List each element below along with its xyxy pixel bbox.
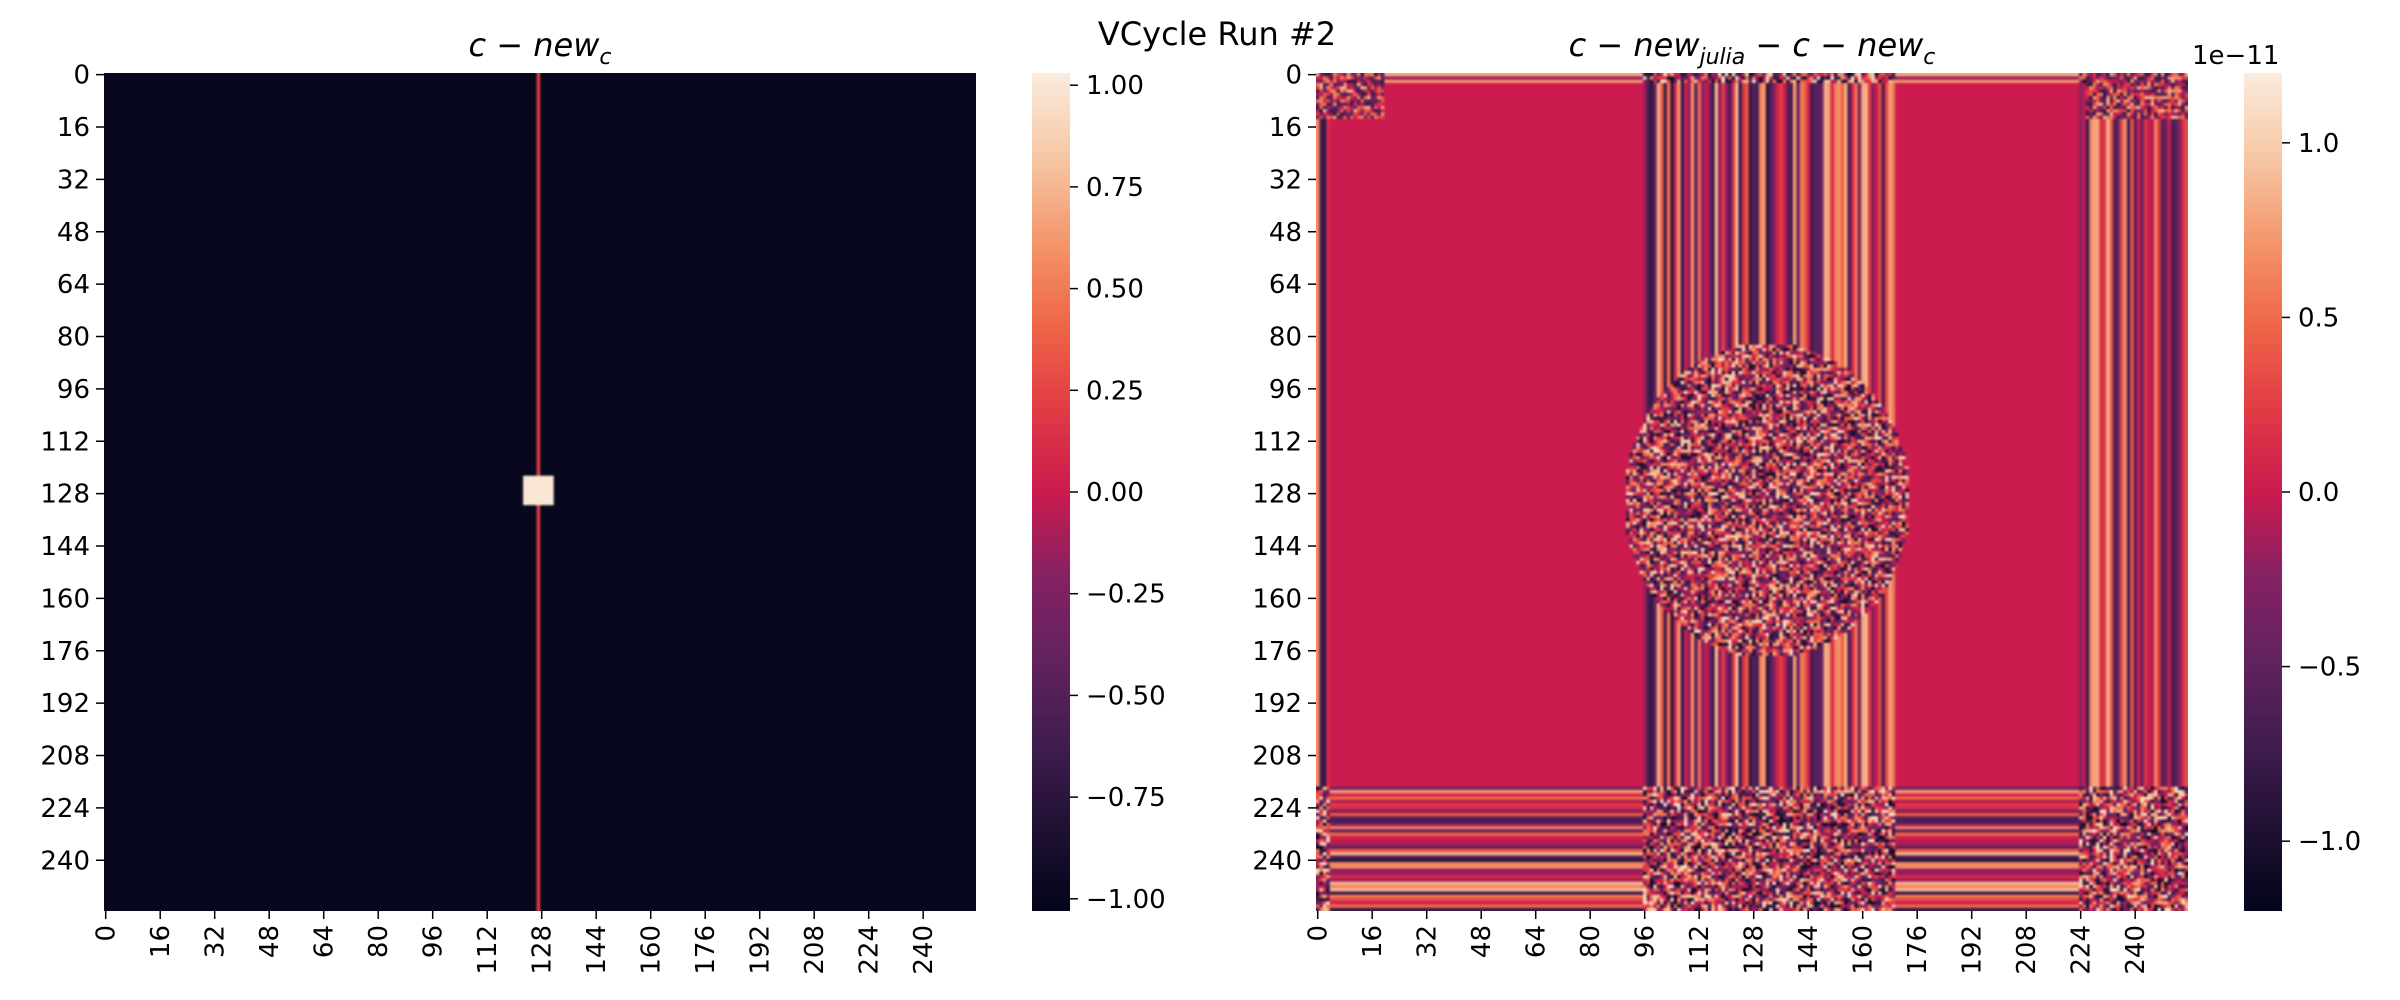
- y-tick-label: 128: [1252, 480, 1302, 510]
- colorbar-tick-label: 0.5: [2298, 303, 2339, 333]
- y-tick-label: 0: [1285, 61, 1302, 91]
- x-tick-label: 96: [1631, 925, 1661, 958]
- colorbar-left: [1032, 73, 1070, 911]
- y-tick-label: 80: [57, 323, 90, 353]
- colorbar-tick-label: 0.75: [1086, 173, 1144, 203]
- y-tick-label: 224: [40, 794, 90, 824]
- x-tick-label: 0: [1304, 925, 1334, 942]
- heatmap-left-title: c − newc: [469, 26, 612, 70]
- x-tick-label: 176: [1903, 925, 1933, 975]
- colorbar-tick-label: 0.25: [1086, 376, 1144, 406]
- x-tick-label: 112: [473, 925, 503, 975]
- colorbar-right-offset-label: 1e−11: [2192, 41, 2279, 71]
- y-tick-label: 192: [40, 689, 90, 719]
- heatmap-left-ticks: 0 0 16 16 32 32 48 48 64 64 80 80 96 96 112 112 128 128 14…: [40, 61, 939, 975]
- y-tick-label: 16: [1269, 113, 1302, 143]
- x-tick-label: 64: [310, 925, 340, 958]
- x-tick-label: 240: [2121, 925, 2151, 975]
- colorbar-tick-label: −0.75: [1086, 783, 1166, 813]
- y-tick-label: 160: [40, 584, 90, 614]
- colorbar-tick-label: −1.00: [1086, 885, 1166, 915]
- x-tick-label: 96: [419, 925, 449, 958]
- x-tick-label: 0: [92, 925, 122, 942]
- heatmap-left-cells: [104, 73, 976, 911]
- x-tick-label: 192: [1958, 925, 1988, 975]
- y-tick-label: 32: [57, 165, 90, 195]
- x-tick-label: 176: [691, 925, 721, 975]
- x-tick-label: 48: [255, 925, 285, 958]
- y-tick-label: 208: [40, 742, 90, 772]
- x-tick-label: 64: [1522, 925, 1552, 958]
- x-tick-label: 240: [909, 925, 939, 975]
- y-tick-label: 96: [57, 375, 90, 405]
- colorbar-tick-label: −0.5: [2298, 653, 2361, 683]
- x-tick-label: 160: [637, 925, 667, 975]
- x-tick-label: 160: [1849, 925, 1879, 975]
- x-tick-label: 80: [364, 925, 394, 958]
- x-tick-label: 48: [1467, 925, 1497, 958]
- x-tick-label: 128: [528, 925, 558, 975]
- y-tick-label: 64: [1269, 270, 1302, 300]
- y-tick-label: 0: [73, 61, 90, 91]
- y-tick-label: 240: [1252, 846, 1302, 876]
- y-tick-label: 160: [1252, 584, 1302, 614]
- heatmap-right: c − newjulia − c − newc 0 0 16 16 32 32 48 48 64…: [1252, 26, 2361, 975]
- x-tick-label: 224: [855, 925, 885, 975]
- x-tick-label: 16: [146, 925, 176, 958]
- colorbar-tick-label: 0.00: [1086, 478, 1144, 508]
- colorbar-tick-label: −0.50: [1086, 681, 1166, 711]
- y-tick-label: 112: [40, 427, 90, 457]
- colorbar-right: [2244, 73, 2282, 911]
- figure-suptitle: VCycle Run #2: [1098, 15, 1336, 53]
- y-tick-label: 128: [40, 480, 90, 510]
- y-tick-label: 112: [1252, 427, 1302, 457]
- x-tick-label: 80: [1576, 925, 1606, 958]
- y-tick-label: 96: [1269, 375, 1302, 405]
- colorbar-right-ticks: −1.0 −0.5 0.0 0.5 1.0: [2282, 129, 2361, 857]
- y-tick-label: 64: [57, 270, 90, 300]
- heatmap-left: c − newc 0 0 16 16 32 32 48 48 64 64 80 80 96 96 112 11…: [40, 26, 1165, 975]
- y-tick-label: 80: [1269, 323, 1302, 353]
- heatmap-right-ticks: 0 0 16 16 32 32 48 48 64 64 80 80 96 96 112 112 128 128 14…: [1252, 61, 2151, 975]
- y-tick-label: 32: [1269, 165, 1302, 195]
- y-tick-label: 144: [1252, 532, 1302, 562]
- y-tick-label: 208: [1252, 742, 1302, 772]
- x-tick-label: 128: [1740, 925, 1770, 975]
- y-tick-label: 48: [57, 218, 90, 248]
- colorbar-tick-label: −0.25: [1086, 580, 1166, 610]
- x-tick-label: 32: [1413, 925, 1443, 958]
- x-tick-label: 208: [2012, 925, 2042, 975]
- y-tick-label: 224: [1252, 794, 1302, 824]
- y-tick-label: 176: [1252, 637, 1302, 667]
- colorbar-tick-label: 1.0: [2298, 129, 2339, 159]
- colorbar-tick-label: 1.00: [1086, 71, 1144, 101]
- x-tick-label: 112: [1685, 925, 1715, 975]
- x-tick-label: 192: [746, 925, 776, 975]
- x-tick-label: 224: [2067, 925, 2097, 975]
- y-tick-label: 176: [40, 637, 90, 667]
- x-tick-label: 32: [201, 925, 231, 958]
- heatmap-right-cells: [1316, 73, 2188, 911]
- y-tick-label: 16: [57, 113, 90, 143]
- heatmap-right-title: c − newjulia − c − newc: [1569, 26, 1936, 70]
- x-tick-label: 16: [1358, 925, 1388, 958]
- x-tick-label: 144: [582, 925, 612, 975]
- colorbar-left-ticks: −1.00 −0.75 −0.50 −0.25 0.00 0.25 0.50 0.75 1.00: [1070, 71, 1166, 915]
- colorbar-tick-label: 0.50: [1086, 275, 1144, 305]
- y-tick-label: 192: [1252, 689, 1302, 719]
- colorbar-tick-label: 0.0: [2298, 478, 2339, 508]
- x-tick-label: 144: [1794, 925, 1824, 975]
- y-tick-label: 144: [40, 532, 90, 562]
- y-tick-label: 240: [40, 846, 90, 876]
- x-tick-label: 208: [800, 925, 830, 975]
- y-tick-label: 48: [1269, 218, 1302, 248]
- colorbar-tick-label: −1.0: [2298, 827, 2361, 857]
